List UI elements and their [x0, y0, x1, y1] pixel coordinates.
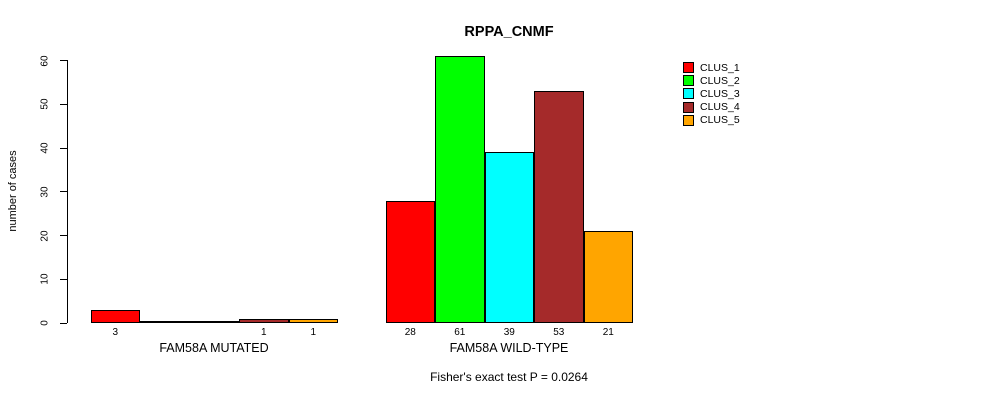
y-tick-label: 40 [39, 142, 51, 154]
bar-value-label: 53 [553, 327, 565, 338]
bar-fam58a-mutated-clus_2 [140, 321, 190, 323]
legend-swatch-icon [683, 75, 694, 87]
y-tick-label: 20 [39, 229, 51, 242]
bar-fam58a-mutated-clus_5 [288, 318, 338, 323]
legend-item-clus_4: CLUS_4 [683, 101, 740, 114]
legend-swatch-icon [683, 88, 694, 100]
bar-fam58a-wild-type-clus_4 [534, 91, 584, 323]
y-tick [60, 235, 67, 236]
y-tick-label: 50 [39, 98, 51, 110]
x-group-label-mutated: FAM58A MUTATED [159, 341, 269, 355]
bar-fam58a-mutated-clus_1 [90, 309, 140, 323]
bar-fam58a-wild-type-clus_5 [583, 231, 633, 323]
bar-value-label: 1 [260, 327, 267, 338]
y-tick [60, 322, 67, 324]
bar-fam58a-wild-type-clus_1 [385, 200, 435, 323]
y-tick-label: 10 [39, 273, 51, 285]
legend-swatch-icon [683, 114, 694, 126]
legend-item-label: CLUS_2 [700, 74, 740, 87]
bar-value-label: 21 [602, 327, 614, 338]
bar-fam58a-wild-type-clus_3 [484, 152, 534, 323]
y-tick-label: 30 [39, 186, 51, 198]
legend-item-clus_2: CLUS_2 [683, 74, 740, 87]
legend-item-clus_3: CLUS_3 [683, 87, 740, 100]
bar-fam58a-mutated-clus_3 [189, 321, 239, 323]
y-tick [60, 191, 67, 193]
bar-value-label: 61 [454, 327, 466, 338]
legend-item-label: CLUS_3 [700, 87, 740, 100]
bar-value-label: 28 [404, 327, 416, 338]
bar-value-label: 3 [112, 327, 119, 338]
x-group-label-wild-type: FAM58A WILD-TYPE [449, 341, 569, 355]
chart-title: RPPA_CNMF [464, 24, 554, 40]
legend: CLUS_1 CLUS_2 CLUS_3 CLUS_4 CLUS_5 [683, 61, 740, 127]
y-tick [60, 278, 67, 280]
y-tick-label: 0 [39, 320, 51, 326]
legend-swatch-icon [683, 101, 694, 113]
fisher-test-annotation: Fisher's exact test P = 0.0264 [430, 370, 588, 384]
legend-item-label: CLUS_1 [700, 61, 740, 74]
legend-item-clus_1: CLUS_1 [683, 61, 740, 74]
bar-value-label: 39 [503, 327, 515, 338]
y-tick [60, 103, 67, 105]
y-tick [60, 147, 67, 149]
y-tick-label: 60 [39, 54, 51, 67]
legend-item-clus_5: CLUS_5 [683, 114, 740, 127]
bar-fam58a-wild-type-clus_2 [435, 56, 485, 323]
y-axis-line [67, 60, 68, 323]
legend-item-label: CLUS_5 [700, 114, 740, 127]
y-tick [60, 60, 67, 61]
legend-item-label: CLUS_4 [700, 101, 740, 114]
bar-fam58a-mutated-clus_4 [239, 318, 289, 323]
legend-swatch-icon [683, 62, 694, 74]
bar-value-label: 1 [310, 327, 317, 338]
